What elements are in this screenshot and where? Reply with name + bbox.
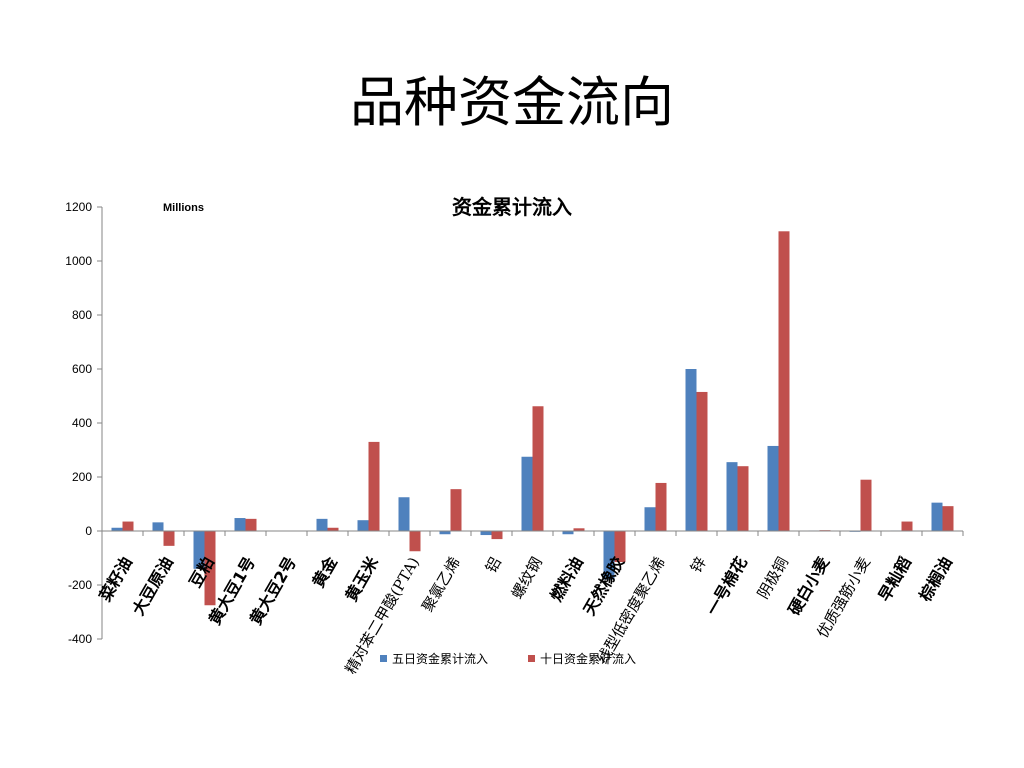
bar-ten-day [450, 489, 462, 531]
slide-title: 品种资金流向 [350, 71, 674, 134]
x-category-label: 早籼稻 [875, 554, 915, 605]
bar-five-day [644, 507, 656, 531]
x-category-label: 菜籽油 [95, 554, 136, 606]
bar-ten-day [491, 531, 503, 540]
legend-swatch [528, 655, 535, 662]
chart-title: 资金累计流入 [452, 195, 572, 219]
x-category-label: 黄玉米 [342, 553, 383, 605]
bar-five-day [603, 531, 615, 580]
y-tick-label: 600 [72, 362, 92, 376]
x-category-label: 铝 [482, 554, 505, 576]
bar-ten-day [737, 466, 749, 531]
bar-five-day [316, 518, 328, 531]
bar-five-day [111, 527, 123, 531]
bar-five-day [234, 518, 246, 531]
bar-five-day [767, 445, 779, 531]
legend-label: 十日资金累计流入 [540, 651, 636, 666]
bar-five-day [152, 522, 164, 531]
bar-ten-day [532, 406, 544, 531]
x-category-label: 黄金 [309, 553, 342, 591]
bar-five-day [439, 531, 451, 535]
bar-five-day [685, 369, 697, 531]
legend-label: 五日资金累计流入 [392, 651, 488, 666]
bar-ten-day [327, 527, 339, 531]
x-category-label: 锌 [687, 554, 710, 576]
x-category-label: 阴极铜 [754, 554, 792, 602]
x-category-label: 聚氯乙烯 [418, 554, 464, 615]
bar-ten-day [860, 479, 872, 531]
bar-ten-day [901, 521, 913, 531]
legend-swatch [380, 655, 387, 662]
bar-ten-day [573, 528, 585, 531]
x-category-label: 燃料油 [547, 554, 587, 605]
bar-ten-day [942, 506, 954, 531]
bar-ten-day [122, 521, 134, 531]
y-tick-label: 800 [72, 308, 92, 322]
x-category-label: 螺纹钢 [508, 554, 546, 602]
bar-ten-day [696, 391, 708, 531]
bar-five-day [357, 520, 369, 531]
bar-ten-day [655, 482, 667, 531]
y-tick-label: 1200 [65, 200, 92, 214]
bar-five-day [398, 497, 410, 531]
bar-five-day [193, 531, 205, 569]
bar-five-day [480, 531, 492, 536]
y-tick-label: 200 [72, 470, 92, 484]
bar-ten-day [163, 531, 175, 546]
bar-ten-day [245, 518, 257, 531]
bar-five-day [562, 531, 574, 535]
y-tick-label: 1000 [65, 254, 92, 268]
bar-ten-day [778, 231, 790, 532]
bar-ten-day [409, 531, 421, 552]
bar-five-day [931, 502, 943, 531]
y-tick-label: 0 [85, 524, 92, 538]
bar-ten-day [368, 441, 380, 531]
bar-ten-day [614, 531, 626, 563]
bar-ten-day [204, 531, 216, 606]
y-tick-label: -400 [68, 632, 92, 646]
bar-five-day [726, 462, 738, 531]
bar-five-day [521, 456, 533, 531]
y-tick-label: 400 [72, 416, 92, 430]
y-tick-label: -200 [68, 578, 92, 592]
unit-label: Millions [163, 202, 204, 214]
x-category-label: 棕榈油 [916, 554, 956, 605]
